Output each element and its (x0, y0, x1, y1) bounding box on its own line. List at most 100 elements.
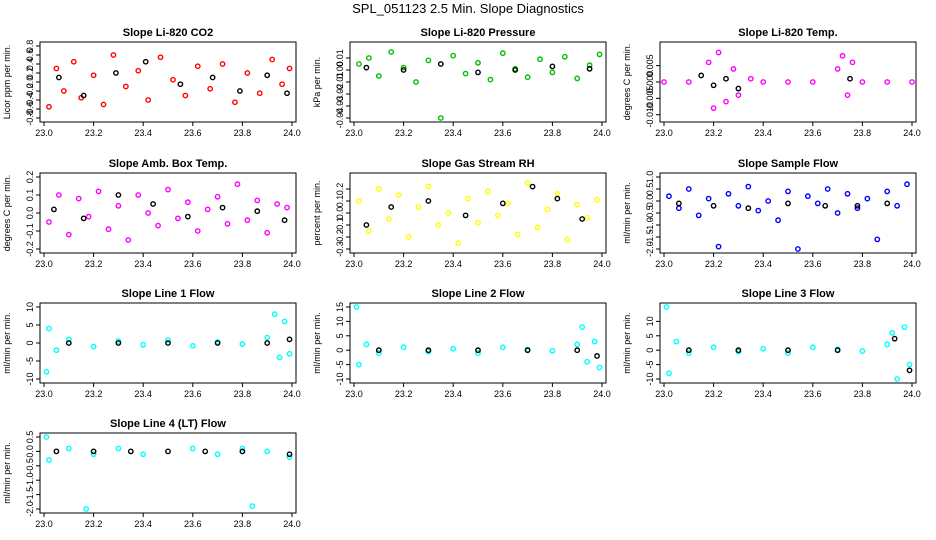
y-tick-label: -0.4 (25, 92, 35, 108)
data-point-samples (157, 54, 164, 61)
x-tick-label: 23.0 (35, 389, 53, 399)
data-point-flagged (202, 448, 209, 455)
data-point-samples (445, 210, 452, 216)
y-tick-label: -5 (645, 361, 655, 369)
y-tick-label: 0.0 (25, 207, 35, 220)
data-point-flagged (475, 347, 481, 354)
data-point-flagged (475, 69, 481, 76)
data-point-samples (53, 65, 60, 72)
data-point-samples (723, 98, 729, 105)
x-tick-label: 23.2 (395, 259, 413, 269)
data-point-samples (584, 214, 591, 221)
data-point-samples (475, 59, 481, 66)
data-point-samples (795, 246, 801, 252)
data-point-samples (785, 188, 791, 195)
y-tick-label: 0.0 (335, 207, 345, 220)
plot-frame (349, 41, 607, 123)
data-point-flagged (142, 58, 149, 65)
data-point-flagged (284, 90, 290, 97)
data-point-flagged (579, 216, 586, 222)
data-point-samples (219, 61, 226, 67)
y-axis-label: degrees C per min. (622, 44, 632, 121)
data-point-samples (115, 202, 122, 209)
y-tick-label: 5 (335, 333, 345, 338)
data-point-flagged (425, 347, 432, 354)
data-point-samples (204, 206, 211, 213)
data-point-samples (286, 350, 293, 357)
data-point-flagged (80, 92, 87, 99)
data-point-samples (785, 350, 791, 356)
x-tick-label: 23.6 (804, 389, 822, 399)
x-tick-label: 23.2 (85, 259, 103, 269)
data-point-samples (834, 210, 841, 216)
data-point-samples (725, 190, 732, 197)
data-point-flagged (150, 201, 157, 207)
y-tick-label: -1.5 (645, 229, 655, 245)
chart-panel-5: Slope Gas Stream RH 23.0 23.2 23.4 23.6 23.8 2… (312, 158, 611, 269)
x-tick-label: 24.0 (283, 128, 301, 138)
data-point-samples (544, 206, 551, 213)
data-point-flagged (281, 217, 288, 224)
data-point-samples (413, 79, 419, 85)
y-tick-label: 0.2 (335, 183, 345, 196)
x-tick-label: 23.2 (395, 389, 413, 399)
y-tick-label: 0.0 (25, 76, 35, 89)
data-point-samples (524, 74, 531, 81)
data-point-flagged (177, 81, 184, 88)
x-tick-label: 23.4 (134, 389, 152, 399)
chart-title: Slope Amb. Box Temp. (109, 158, 228, 170)
data-point-samples (353, 304, 360, 310)
chart-panel-10: Slope Line 4 (LT) Flow 23.0 23.2 23.4 23.6 23… (2, 418, 301, 529)
data-point-samples (400, 344, 407, 351)
data-point-samples (685, 350, 692, 356)
x-tick-label: 23.8 (544, 259, 562, 269)
data-point-samples (591, 338, 598, 345)
data-point-samples (760, 79, 767, 85)
data-point-flagged (363, 222, 370, 228)
data-point-samples (75, 195, 82, 202)
data-point-samples (254, 197, 261, 204)
chart-title: Slope Line 4 (LT) Flow (110, 418, 226, 430)
data-point-samples (264, 448, 271, 455)
data-point-samples (264, 334, 271, 341)
data-point-samples (100, 101, 107, 108)
data-point-flagged (214, 340, 221, 346)
data-point-samples (46, 219, 52, 225)
data-point-samples (135, 67, 142, 74)
data-point-flagged (735, 85, 742, 92)
data-point-flagged (90, 448, 97, 455)
data-point-flagged (264, 72, 271, 79)
y-axis-label: ml/min per min. (2, 312, 12, 374)
data-point-samples (537, 56, 543, 63)
chart-title: Slope Gas Stream RH (421, 158, 534, 170)
data-point-samples (415, 204, 422, 210)
data-point-samples (755, 207, 762, 214)
x-tick-label: 23.2 (705, 389, 723, 399)
data-point-samples (405, 234, 412, 240)
data-point-flagged (462, 212, 469, 219)
x-tick-label: 23.2 (85, 389, 103, 399)
data-point-flagged (529, 183, 536, 190)
x-tick-label: 24.0 (283, 259, 301, 269)
chart-panel-8: Slope Line 2 Flow 23.0 23.2 23.4 23.6 23.8 24.… (312, 288, 611, 399)
data-point-flagged (425, 198, 432, 204)
data-point-samples (269, 56, 276, 63)
data-point-samples (65, 336, 72, 343)
data-point-flagged (363, 64, 370, 71)
chart-title: Slope Li-820 CO2 (123, 27, 213, 39)
data-point-samples (735, 92, 742, 98)
x-tick-label: 23.8 (854, 259, 872, 269)
y-axis-label: percent per min. (312, 180, 322, 245)
y-tick-label: -0.3 (335, 241, 345, 257)
chart-title: Slope Line 2 Flow (432, 288, 525, 300)
data-point-flagged (113, 70, 119, 76)
x-tick-label: 23.0 (655, 389, 673, 399)
data-point-samples (375, 350, 382, 356)
data-point-samples (90, 451, 97, 458)
data-point-samples (165, 186, 171, 193)
data-point-samples (844, 92, 851, 98)
y-tick-label: -0.5 (645, 205, 655, 221)
data-point-samples (586, 62, 593, 69)
data-point-samples (214, 193, 221, 200)
